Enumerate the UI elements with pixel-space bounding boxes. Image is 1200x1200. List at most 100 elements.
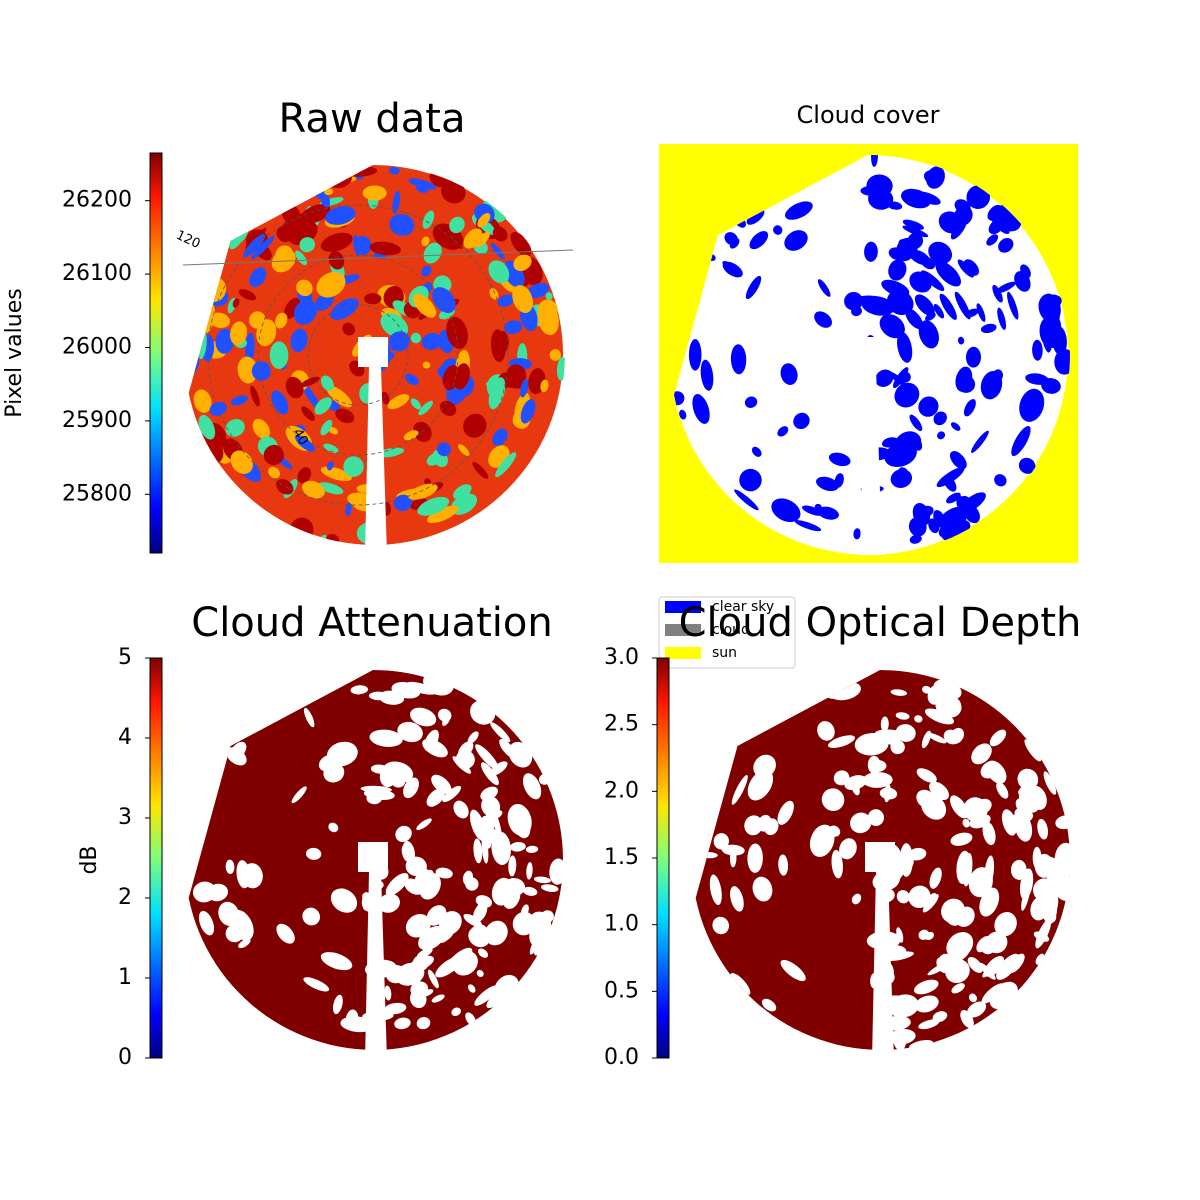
sky-patch	[724, 232, 739, 246]
sky-patch	[793, 412, 810, 430]
sky-patch	[488, 260, 510, 284]
sky-patch	[730, 973, 751, 996]
sky-patch	[996, 781, 1009, 799]
sky-patch	[744, 396, 758, 408]
sky-patch	[276, 186, 284, 196]
colorbar-tick-label: 2.5	[604, 712, 639, 737]
sky-patch	[905, 308, 924, 330]
sky-patch	[881, 437, 899, 448]
sky-patch	[957, 259, 974, 278]
sky-patch	[326, 461, 334, 471]
sky-patch	[858, 295, 890, 305]
sky-patch	[850, 812, 872, 834]
sky-patch	[326, 741, 358, 767]
sky-patch	[951, 983, 965, 994]
sky-patch	[525, 845, 539, 854]
sky-patch	[894, 382, 920, 408]
sky-patch	[330, 888, 358, 913]
mask	[853, 337, 883, 555]
annotation: 40	[289, 426, 310, 448]
sky-patch	[734, 489, 759, 511]
sky-patch	[331, 275, 339, 282]
sky-patch	[971, 430, 989, 453]
sky-patch	[225, 859, 235, 874]
sky-patch	[895, 712, 910, 720]
sky-patch	[301, 406, 315, 421]
sky-patch	[362, 185, 387, 201]
sky-patch	[980, 760, 1000, 779]
sky-patch	[816, 476, 839, 492]
sky-patch	[864, 241, 878, 262]
sky-patch	[526, 282, 550, 299]
sky-patch	[778, 854, 789, 876]
sky-patch	[828, 825, 841, 837]
panel: Cloud Attenuation 0 1 2 3 4 5 dB	[77, 600, 565, 1070]
sky-patch	[831, 849, 843, 879]
sky-patch	[340, 1016, 375, 1033]
sky-patch	[497, 330, 510, 352]
sky-patch	[238, 289, 256, 301]
sky-patch	[809, 824, 835, 857]
sky-patch	[330, 298, 359, 320]
sky-patch	[526, 862, 533, 880]
sky-patch	[485, 381, 502, 390]
sky-patch	[916, 768, 937, 783]
polar-grid	[207, 204, 509, 506]
sky-patch	[516, 820, 531, 839]
sky-patch	[350, 685, 369, 695]
sky-patch	[712, 916, 730, 935]
sky-patch	[915, 995, 939, 1013]
sky-patch	[412, 868, 429, 894]
sky-patch	[746, 209, 765, 225]
sky-patch	[817, 506, 839, 520]
sky-patch	[426, 905, 447, 926]
sky-patch	[1028, 400, 1041, 410]
sky-patch	[522, 886, 538, 896]
sky-patch	[410, 332, 422, 344]
sky-patch	[492, 428, 508, 446]
sky-patch	[1001, 809, 1017, 836]
sky-patch	[713, 833, 729, 850]
sky-patch	[408, 178, 437, 190]
sky-patch	[752, 876, 773, 902]
colorbar-tick-label: 0.0	[604, 1045, 639, 1070]
sky-patch	[422, 738, 448, 758]
sky-patch	[794, 520, 822, 532]
sky-patch	[956, 375, 976, 393]
sky-patch	[851, 893, 862, 905]
sky-patch	[369, 241, 401, 256]
sky-patch	[773, 225, 783, 235]
sky-patch	[1014, 806, 1028, 816]
sky-patch	[452, 950, 478, 976]
sky-patch	[902, 219, 924, 230]
sky-patch	[918, 1019, 940, 1030]
sky-patch	[198, 414, 216, 440]
colorbar-tick-label: 5	[118, 645, 132, 670]
sky-patch	[412, 293, 437, 318]
sky-patch	[1010, 859, 1027, 880]
sky-patch	[301, 381, 321, 411]
sky-patch	[540, 884, 559, 892]
sky-patch	[194, 306, 204, 319]
sky-patch	[435, 867, 453, 879]
sky-patch	[1024, 739, 1042, 762]
sky-patch	[868, 188, 894, 210]
sky-patch	[902, 225, 929, 238]
sky-patch	[722, 261, 743, 278]
sky-patch	[276, 923, 295, 944]
sky-patch	[320, 232, 353, 252]
sky-patch	[426, 505, 459, 524]
sky-patch	[986, 234, 999, 246]
legend-swatch	[665, 624, 701, 636]
sky-patch	[950, 943, 971, 963]
sky-patch	[495, 452, 517, 478]
legend-label: clear sky	[712, 599, 774, 615]
sky-patch	[236, 860, 251, 889]
sky-patch	[293, 299, 318, 325]
sky-patch	[924, 708, 955, 725]
sky-patch	[326, 385, 353, 408]
sky-patch	[325, 206, 356, 225]
sky-patch	[416, 818, 432, 831]
sky-patch	[862, 772, 893, 788]
sky-patch	[971, 743, 992, 765]
